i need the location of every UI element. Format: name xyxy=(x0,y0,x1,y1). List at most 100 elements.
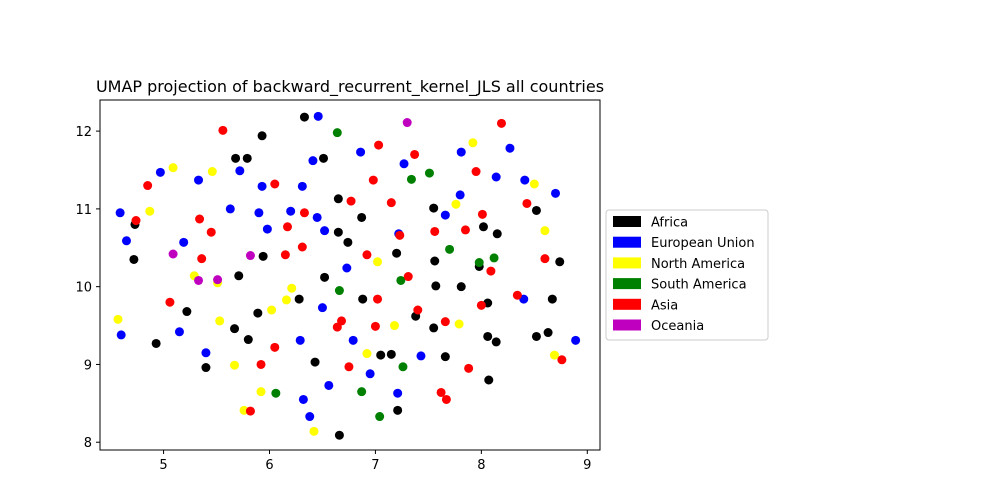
point-european-union-34 xyxy=(456,147,466,157)
point-asia-26 xyxy=(403,272,413,282)
point-africa-23 xyxy=(358,294,368,304)
point-european-union-26 xyxy=(356,147,366,157)
y-axis: 8 9 10 11 12 xyxy=(75,125,100,451)
plot-frame xyxy=(99,99,601,451)
point-africa-12 xyxy=(258,251,268,261)
point-asia-1 xyxy=(143,181,153,191)
point-north-america-2 xyxy=(168,163,178,173)
point-africa-1 xyxy=(129,254,139,264)
point-asia-37 xyxy=(477,209,487,219)
point-north-america-16 xyxy=(389,321,399,331)
point-north-america-7 xyxy=(230,360,240,370)
y-tick-label: 10 xyxy=(75,281,92,296)
point-africa-33 xyxy=(440,352,450,362)
point-africa-38 xyxy=(483,331,493,341)
point-africa-19 xyxy=(333,227,343,237)
point-asia-38 xyxy=(486,266,496,276)
point-european-union-40 xyxy=(571,335,581,345)
point-africa-10 xyxy=(253,308,263,318)
point-asia-10 xyxy=(270,342,280,352)
point-north-america-19 xyxy=(468,138,478,148)
point-asia-0 xyxy=(131,216,141,226)
point-oceania-3 xyxy=(245,251,255,261)
legend-label-north-america: North America xyxy=(651,257,745,272)
point-european-union-7 xyxy=(201,348,211,358)
point-africa-30 xyxy=(429,323,439,333)
legend-swatch-south-america xyxy=(613,278,641,290)
point-european-union-4 xyxy=(174,327,184,337)
point-north-america-12 xyxy=(287,283,297,293)
point-european-union-19 xyxy=(312,212,322,222)
point-asia-22 xyxy=(373,294,383,304)
point-asia-27 xyxy=(410,149,420,159)
chart-title: UMAP projection of backward_recurrent_ke… xyxy=(96,77,604,97)
x-tick-label: 6 xyxy=(265,458,273,473)
point-european-union-33 xyxy=(455,190,465,200)
point-africa-26 xyxy=(392,248,402,258)
point-european-union-36 xyxy=(505,143,515,153)
point-africa-45 xyxy=(547,294,557,304)
point-asia-40 xyxy=(512,290,522,300)
point-south-america-0 xyxy=(271,388,281,398)
point-asia-23 xyxy=(374,140,384,150)
point-asia-33 xyxy=(460,225,470,235)
point-africa-43 xyxy=(531,331,541,341)
point-north-america-10 xyxy=(267,305,277,315)
point-european-union-21 xyxy=(317,303,327,313)
point-africa-41 xyxy=(492,229,502,239)
point-africa-18 xyxy=(333,194,343,204)
point-european-union-32 xyxy=(440,210,450,220)
point-africa-14 xyxy=(299,112,309,122)
point-africa-31 xyxy=(430,256,440,266)
point-asia-31 xyxy=(440,317,450,327)
point-european-union-30 xyxy=(399,159,409,169)
x-axis: 5 6 7 8 9 xyxy=(159,450,591,473)
point-north-america-17 xyxy=(451,199,461,209)
x-tick-label: 8 xyxy=(477,458,485,473)
point-africa-27 xyxy=(393,405,403,415)
y-tick-label: 12 xyxy=(75,125,92,140)
point-asia-30 xyxy=(436,387,446,397)
point-asia-34 xyxy=(464,363,474,373)
point-south-america-5 xyxy=(396,275,406,285)
point-asia-35 xyxy=(471,167,481,177)
point-oceania-1 xyxy=(194,275,204,285)
point-africa-13 xyxy=(294,294,304,304)
point-european-union-18 xyxy=(308,156,318,166)
point-oceania-2 xyxy=(213,275,223,285)
legend-label-european-union: European Union xyxy=(651,236,755,251)
point-africa-9 xyxy=(243,335,253,345)
point-european-union-13 xyxy=(286,206,296,216)
point-european-union-8 xyxy=(225,204,235,214)
point-north-america-11 xyxy=(281,295,291,305)
point-asia-29 xyxy=(430,226,440,236)
point-asia-12 xyxy=(283,222,292,232)
point-asia-11 xyxy=(280,250,290,260)
point-africa-16 xyxy=(319,153,329,163)
point-european-union-12 xyxy=(262,224,272,234)
point-asia-24 xyxy=(386,198,396,208)
point-european-union-1 xyxy=(116,330,126,340)
point-africa-21 xyxy=(343,237,353,247)
legend-swatch-north-america xyxy=(613,257,641,269)
point-asia-43 xyxy=(557,355,567,365)
point-north-america-20 xyxy=(529,179,539,189)
point-european-union-25 xyxy=(348,335,358,345)
point-european-union-17 xyxy=(305,412,315,422)
point-european-union-39 xyxy=(551,188,561,198)
point-south-america-2 xyxy=(334,286,344,296)
point-european-union-23 xyxy=(324,380,334,390)
point-north-america-4 xyxy=(207,167,217,177)
point-africa-15 xyxy=(310,357,320,367)
point-asia-14 xyxy=(299,208,309,218)
point-asia-32 xyxy=(441,394,451,404)
x-tick-label: 5 xyxy=(159,458,167,473)
point-africa-20 xyxy=(334,430,344,440)
legend-swatch-africa xyxy=(613,216,641,227)
point-european-union-28 xyxy=(393,388,403,398)
point-north-america-15 xyxy=(373,257,383,267)
point-africa-42 xyxy=(531,205,541,215)
point-asia-6 xyxy=(218,125,228,135)
point-africa-2 xyxy=(151,338,161,348)
point-north-america-21 xyxy=(540,226,550,236)
